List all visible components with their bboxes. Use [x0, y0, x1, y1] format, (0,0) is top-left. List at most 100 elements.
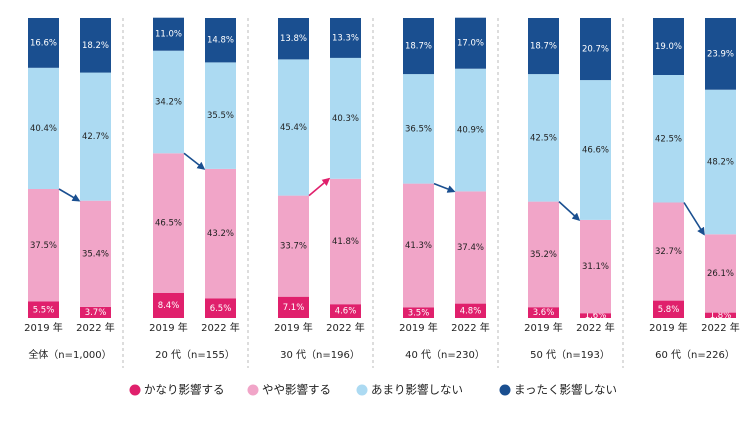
bar-segment	[153, 50, 184, 154]
bar-segment	[205, 168, 236, 299]
bar-segment	[705, 312, 736, 318]
value-label: 37.4%	[457, 243, 484, 253]
value-label: 33.7%	[280, 242, 307, 252]
bar-segment	[580, 18, 611, 81]
bar-segment	[330, 178, 361, 305]
value-label: 14.8%	[207, 36, 234, 46]
x-tick-label: 2022 年	[451, 321, 490, 334]
bar-segment	[205, 18, 236, 63]
value-label: 42.5%	[655, 134, 682, 144]
value-label: 4.8%	[460, 306, 482, 316]
bar-segment	[580, 219, 611, 314]
legend-marker	[247, 384, 259, 396]
bar-segment	[153, 17, 184, 51]
bar-segment	[278, 296, 309, 318]
value-label: 34.2%	[155, 98, 182, 108]
bar-segment	[28, 301, 59, 318]
group-label: 30 代（n=196）	[280, 349, 360, 361]
value-label: 7.1%	[283, 303, 305, 313]
value-label: 23.9%	[707, 49, 734, 59]
bar-segment	[403, 307, 434, 318]
bar-segment	[28, 189, 59, 302]
change-arrow	[558, 201, 581, 221]
value-label: 31.1%	[582, 262, 609, 272]
change-arrow	[58, 188, 81, 202]
bar-segment	[455, 191, 486, 304]
value-label: 32.7%	[655, 247, 682, 257]
value-label: 1.6%	[585, 311, 607, 321]
bar-segment	[403, 183, 434, 308]
x-tick-label: 2022 年	[76, 321, 115, 334]
value-label: 18.7%	[530, 42, 557, 52]
value-label: 3.6%	[533, 308, 555, 318]
group-label: 20 代（n=155）	[155, 349, 235, 361]
x-tick-label: 2022 年	[576, 321, 615, 334]
x-tick-label: 2019 年	[149, 321, 188, 334]
value-label: 42.5%	[530, 133, 557, 143]
value-label: 5.5%	[33, 305, 55, 315]
change-arrow	[183, 152, 206, 170]
legend-label: あまり影響しない	[371, 383, 463, 397]
group-label: 60 代（n=226）	[655, 349, 735, 361]
value-label: 19.0%	[655, 42, 682, 52]
value-label: 37.5%	[30, 241, 57, 251]
value-label: 43.2%	[207, 229, 234, 239]
bar-segment	[28, 18, 59, 68]
legend-label: やや影響する	[262, 383, 331, 397]
value-label: 35.4%	[82, 249, 109, 259]
bar-segment	[653, 202, 684, 301]
bar-segment	[455, 68, 486, 192]
bar-segment	[153, 153, 184, 293]
value-label: 20.7%	[582, 45, 609, 55]
value-label: 42.7%	[82, 132, 109, 142]
legend-marker	[129, 384, 141, 396]
bar-segment	[330, 57, 361, 179]
value-label: 40.3%	[332, 114, 359, 124]
value-label: 18.2%	[82, 41, 109, 51]
legend-marker	[499, 384, 511, 396]
legend-marker	[356, 384, 368, 396]
x-tick-label: 2019 年	[649, 321, 688, 334]
value-label: 13.3%	[332, 33, 359, 43]
value-label: 3.7%	[85, 308, 107, 318]
bar-segment	[403, 74, 434, 184]
bar-segment	[205, 62, 236, 169]
bar-segment	[653, 300, 684, 318]
group-label: 40 代（n=230）	[405, 349, 485, 361]
bar-segment	[80, 72, 111, 201]
bar-segment	[705, 89, 736, 235]
bar-segment	[153, 292, 184, 318]
value-label: 1.8%	[710, 311, 732, 321]
legend-label: かなり影響する	[144, 383, 225, 397]
bar-segment	[580, 80, 611, 220]
bar-segment	[653, 18, 684, 75]
x-tick-label: 2022 年	[201, 321, 240, 334]
change-arrow	[433, 182, 456, 193]
bar-segment	[330, 304, 361, 318]
value-label: 26.1%	[707, 269, 734, 279]
value-label: 18.7%	[405, 42, 432, 52]
bar-segment	[80, 306, 111, 318]
value-label: 5.8%	[658, 305, 680, 315]
value-label: 11.0%	[155, 30, 182, 40]
bar-segment	[580, 313, 611, 318]
bar-segment	[80, 18, 111, 73]
bar-segment	[205, 298, 236, 318]
value-label: 35.5%	[207, 111, 234, 121]
x-tick-label: 2022 年	[701, 321, 740, 334]
x-tick-label: 2022 年	[326, 321, 365, 334]
bar-segment	[528, 201, 559, 308]
bar-segment	[80, 200, 111, 307]
bar-segment	[278, 59, 309, 196]
bar-segment	[278, 195, 309, 297]
value-label: 13.8%	[280, 34, 307, 44]
change-arrow	[683, 202, 705, 236]
bar-segment	[455, 303, 486, 318]
value-label: 48.2%	[707, 158, 734, 168]
value-label: 8.4%	[158, 301, 180, 311]
x-tick-label: 2019 年	[24, 321, 63, 334]
value-label: 3.5%	[408, 308, 430, 318]
x-tick-label: 2019 年	[399, 321, 438, 334]
x-tick-label: 2019 年	[274, 321, 313, 334]
